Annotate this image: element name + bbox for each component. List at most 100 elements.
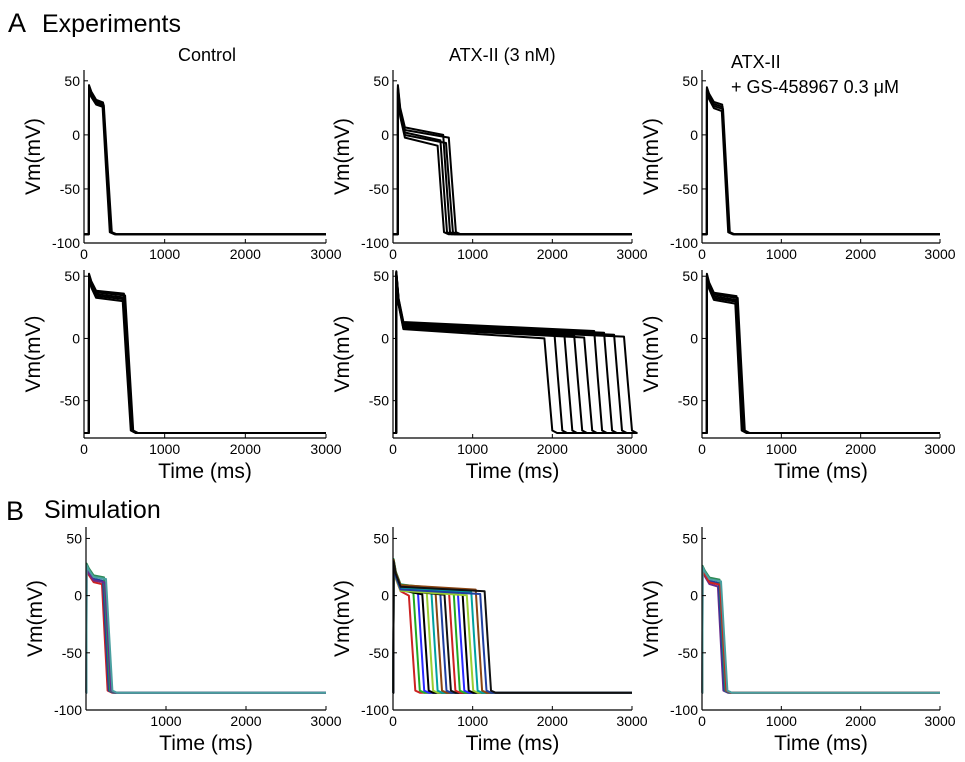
y-tick-label: 0: [72, 127, 80, 143]
x-tick-label: 0: [698, 246, 706, 262]
x-axis-label: Time (ms): [774, 732, 868, 755]
x-tick-label: 3000: [616, 713, 647, 729]
x-tick-label: 2000: [230, 713, 261, 729]
x-tick-label: 0: [698, 713, 706, 729]
x-tick-label: 1000: [457, 441, 488, 457]
x-tick-label: 0: [389, 246, 397, 262]
y-tick-label: -50: [62, 645, 82, 661]
trace-line: [85, 569, 326, 694]
y-tick-label: 50: [64, 268, 80, 284]
x-tick-label: 1000: [150, 713, 181, 729]
trace-line: [702, 274, 940, 434]
trace-line: [701, 568, 940, 694]
trace-line: [702, 87, 940, 236]
trace-line: [84, 274, 326, 434]
x-tick-label: 3000: [924, 246, 955, 262]
x-axis-label: Time (ms): [158, 460, 252, 483]
trace-line: [85, 564, 326, 694]
y-tick-label: 0: [381, 330, 389, 346]
x-tick-label: 3000: [310, 713, 341, 729]
trace-line: [393, 84, 632, 236]
trace-line: [393, 90, 632, 236]
chart-a2-gs: 50 0 -50 0 1000 2000 3000 Vm(mV) Time (ms): [640, 268, 956, 483]
trace-line: [85, 567, 326, 694]
x-tick-label: 0: [80, 246, 88, 262]
section-b-letter: B: [6, 496, 24, 526]
trace-line: [702, 86, 940, 236]
x-tick-label: 3000: [924, 441, 955, 457]
chart-a2-atx: 50 0 -50 0 1000 2000 3000 Vm(mV) Time (ms): [331, 268, 648, 483]
trace-line: [84, 90, 326, 236]
x-axis-label: Time (ms): [774, 460, 868, 483]
y-tick-label: -50: [60, 393, 80, 409]
y-tick-label: 50: [682, 268, 698, 284]
x-tick-label: 0: [389, 713, 397, 729]
x-tick-label: 1000: [457, 713, 488, 729]
column-title-control: Control: [178, 45, 236, 65]
y-tick-label: -100: [361, 235, 389, 251]
y-tick-label: 0: [72, 330, 80, 346]
trace-line: [84, 88, 326, 236]
section-a-letter: A: [8, 8, 26, 38]
trace-line: [701, 566, 940, 694]
x-tick-label: 3000: [310, 246, 341, 262]
x-tick-label: 2000: [230, 246, 261, 262]
trace-line: [392, 560, 632, 694]
y-tick-label: 0: [74, 588, 82, 604]
y-tick-label: -100: [52, 235, 80, 251]
chart-b-control: 50 0 -50 -100 1000 2000 3000 Vm(mV) Time (ms): [24, 527, 342, 755]
x-tick-label: 2000: [537, 441, 568, 457]
trace-line: [393, 274, 638, 434]
column-title-atx: ATX-II (3 nM): [449, 45, 556, 65]
y-tick-label: 50: [373, 73, 389, 89]
y-axis-label: Vm(mV): [640, 118, 663, 195]
x-tick-label: 0: [698, 441, 706, 457]
x-tick-label: 1000: [457, 246, 488, 262]
trace-line: [393, 270, 632, 434]
y-tick-label: 50: [66, 530, 82, 546]
chart-a2-control: 50 0 -50 0 1000 2000 3000 Vm(mV) Time (ms): [22, 268, 342, 483]
y-tick-label: 50: [373, 530, 389, 546]
x-tick-label: 3000: [310, 441, 341, 457]
x-tick-label: 1000: [766, 713, 797, 729]
y-axis-label: Vm(mV): [22, 118, 45, 195]
trace-line: [84, 84, 326, 236]
y-tick-label: 50: [64, 73, 80, 89]
y-tick-label: -100: [670, 702, 698, 718]
x-tick-label: 2000: [537, 713, 568, 729]
x-tick-label: 1000: [149, 246, 180, 262]
y-tick-label: -50: [369, 645, 389, 661]
x-tick-label: 1000: [149, 441, 180, 457]
y-tick-label: -50: [369, 393, 389, 409]
trace-line: [393, 87, 632, 236]
y-tick-label: -50: [678, 181, 698, 197]
trace-line: [701, 564, 940, 694]
trace-line: [393, 89, 632, 236]
x-tick-label: 2000: [537, 246, 568, 262]
y-tick-label: -100: [670, 235, 698, 251]
column-title-gs-line1: ATX-II: [731, 52, 781, 72]
trace-line: [702, 89, 940, 236]
x-axis-label: Time (ms): [466, 732, 560, 755]
y-axis-label: Vm(mV): [22, 316, 45, 393]
y-axis-label: Vm(mV): [331, 316, 354, 393]
x-tick-label: 2000: [845, 246, 876, 262]
y-axis-label: Vm(mV): [331, 118, 354, 195]
x-tick-label: 1000: [766, 441, 797, 457]
x-tick-label: 2000: [845, 713, 876, 729]
y-tick-label: -100: [54, 702, 82, 718]
section-b-title: Simulation: [44, 496, 161, 524]
x-tick-label: 2000: [230, 441, 261, 457]
x-tick-label: 0: [389, 441, 397, 457]
x-axis-label: Time (ms): [466, 460, 560, 483]
trace-line: [85, 566, 326, 694]
x-tick-label: 3000: [924, 713, 955, 729]
trace-line: [84, 86, 326, 236]
x-tick-label: 0: [80, 441, 88, 457]
